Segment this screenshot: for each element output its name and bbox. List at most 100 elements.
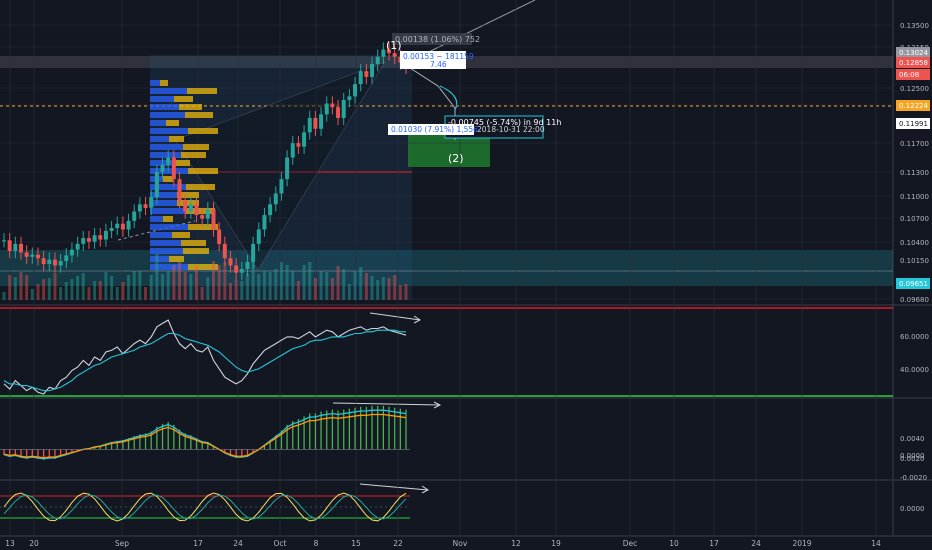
candle-body[interactable] [86, 238, 91, 242]
price-badge[interactable] [896, 278, 930, 289]
wave-1-label[interactable]: (1) [386, 39, 402, 52]
candle-body[interactable] [35, 254, 40, 259]
candle-body[interactable] [268, 204, 273, 216]
candle-body[interactable] [256, 229, 261, 244]
candle-body[interactable] [302, 132, 307, 147]
candles[interactable] [2, 42, 408, 280]
candle-body[interactable] [92, 235, 97, 242]
candle-body[interactable] [364, 71, 369, 77]
candle-body[interactable] [132, 211, 137, 221]
candle-body[interactable] [307, 117, 312, 133]
volume-bar [42, 279, 46, 300]
volume-bar [200, 287, 204, 300]
candle-body[interactable] [279, 179, 284, 194]
top-label-box [392, 33, 472, 45]
price-badge[interactable] [896, 57, 930, 68]
candle-body[interactable] [58, 261, 63, 266]
candle-body[interactable] [149, 197, 154, 208]
wave-2-label[interactable]: (2) [448, 152, 464, 165]
candle-body[interactable] [296, 143, 301, 147]
candle-body[interactable] [222, 243, 227, 259]
candle-body[interactable] [24, 252, 29, 257]
candle-body[interactable] [13, 243, 18, 252]
candle-body[interactable] [183, 200, 188, 212]
candle-body[interactable] [69, 249, 74, 256]
candle-body[interactable] [7, 240, 12, 252]
candle-body[interactable] [245, 261, 250, 270]
candle-body[interactable] [217, 229, 222, 244]
candle-body[interactable] [324, 103, 329, 115]
candle-body[interactable] [313, 117, 318, 129]
candle-body[interactable] [330, 103, 335, 108]
candle-body[interactable] [262, 215, 267, 230]
candle-body[interactable] [353, 84, 358, 97]
candle-body[interactable] [381, 49, 386, 57]
volume-bar [342, 269, 346, 300]
candle-body[interactable] [81, 238, 86, 244]
price-badge[interactable] [896, 100, 930, 111]
candle-body[interactable] [126, 220, 131, 230]
volume-profile-bar [186, 184, 215, 190]
candle-body[interactable] [103, 230, 108, 240]
candle-body[interactable] [120, 223, 125, 230]
candle-body[interactable] [392, 53, 397, 57]
volume-bar [138, 271, 142, 300]
candle-body[interactable] [188, 204, 193, 212]
candle-body[interactable] [387, 49, 392, 54]
candle-body[interactable] [41, 258, 46, 265]
volume-bar [223, 262, 227, 300]
candle-body[interactable] [194, 204, 199, 216]
candle-body[interactable] [251, 243, 256, 262]
candle-body[interactable] [64, 255, 69, 262]
candle-body[interactable] [319, 114, 324, 129]
candle-body[interactable] [375, 56, 380, 64]
volume-profile-bar [169, 256, 184, 262]
candle-body[interactable] [171, 157, 176, 180]
candle-body[interactable] [47, 259, 52, 265]
candle-body[interactable] [18, 243, 23, 253]
price-tick-label: 0.11300 [900, 169, 929, 177]
price-tick-label: 0.11700 [900, 140, 929, 148]
candle-body[interactable] [98, 235, 103, 240]
candle-body[interactable] [166, 157, 171, 165]
candle-body[interactable] [285, 157, 290, 180]
volume-profile-bar [172, 232, 190, 238]
candle-body[interactable] [239, 269, 244, 273]
time-axis[interactable]: 13 20 Sep 17 24 Oct 8 15 22 Nov 12 19 Dec 10 17 24 2019 1… [5, 539, 881, 548]
candle-body[interactable] [370, 63, 375, 77]
candle-body[interactable] [2, 240, 6, 242]
candle-body[interactable] [358, 71, 363, 85]
candle-body[interactable] [160, 164, 165, 172]
candle-body[interactable] [290, 143, 295, 158]
volume-bar [93, 281, 97, 300]
candle-body[interactable] [75, 243, 80, 250]
divergence-arrows[interactable] [332, 312, 442, 494]
volume-bar [2, 292, 6, 300]
candle-body[interactable] [137, 204, 142, 212]
price-badge[interactable] [896, 47, 930, 58]
candle-body[interactable] [143, 204, 148, 208]
price-tick-label: 0.11000 [900, 193, 929, 201]
price-badge[interactable] [896, 118, 930, 129]
price-axis[interactable]: 0.135000.131590.125000.121000.117000.113… [896, 22, 930, 513]
candle-body[interactable] [30, 254, 35, 257]
candle-body[interactable] [52, 259, 57, 266]
volume-bar [30, 289, 34, 300]
candle-body[interactable] [109, 228, 114, 231]
candle-body[interactable] [211, 209, 216, 230]
price-badge[interactable] [896, 69, 930, 80]
candle-body[interactable] [177, 179, 182, 201]
candle-body[interactable] [234, 265, 239, 273]
time-tick-label: 24 [233, 539, 243, 548]
candle-body[interactable] [200, 215, 205, 219]
candle-body[interactable] [336, 107, 341, 118]
candle-body[interactable] [228, 258, 233, 266]
candle-body[interactable] [115, 223, 120, 229]
candle-body[interactable] [341, 99, 346, 118]
volume-bar [110, 276, 114, 300]
candle-body[interactable] [347, 96, 352, 100]
candle-body[interactable] [205, 209, 210, 219]
candle-body[interactable] [273, 193, 278, 205]
candle-body[interactable] [154, 171, 159, 198]
